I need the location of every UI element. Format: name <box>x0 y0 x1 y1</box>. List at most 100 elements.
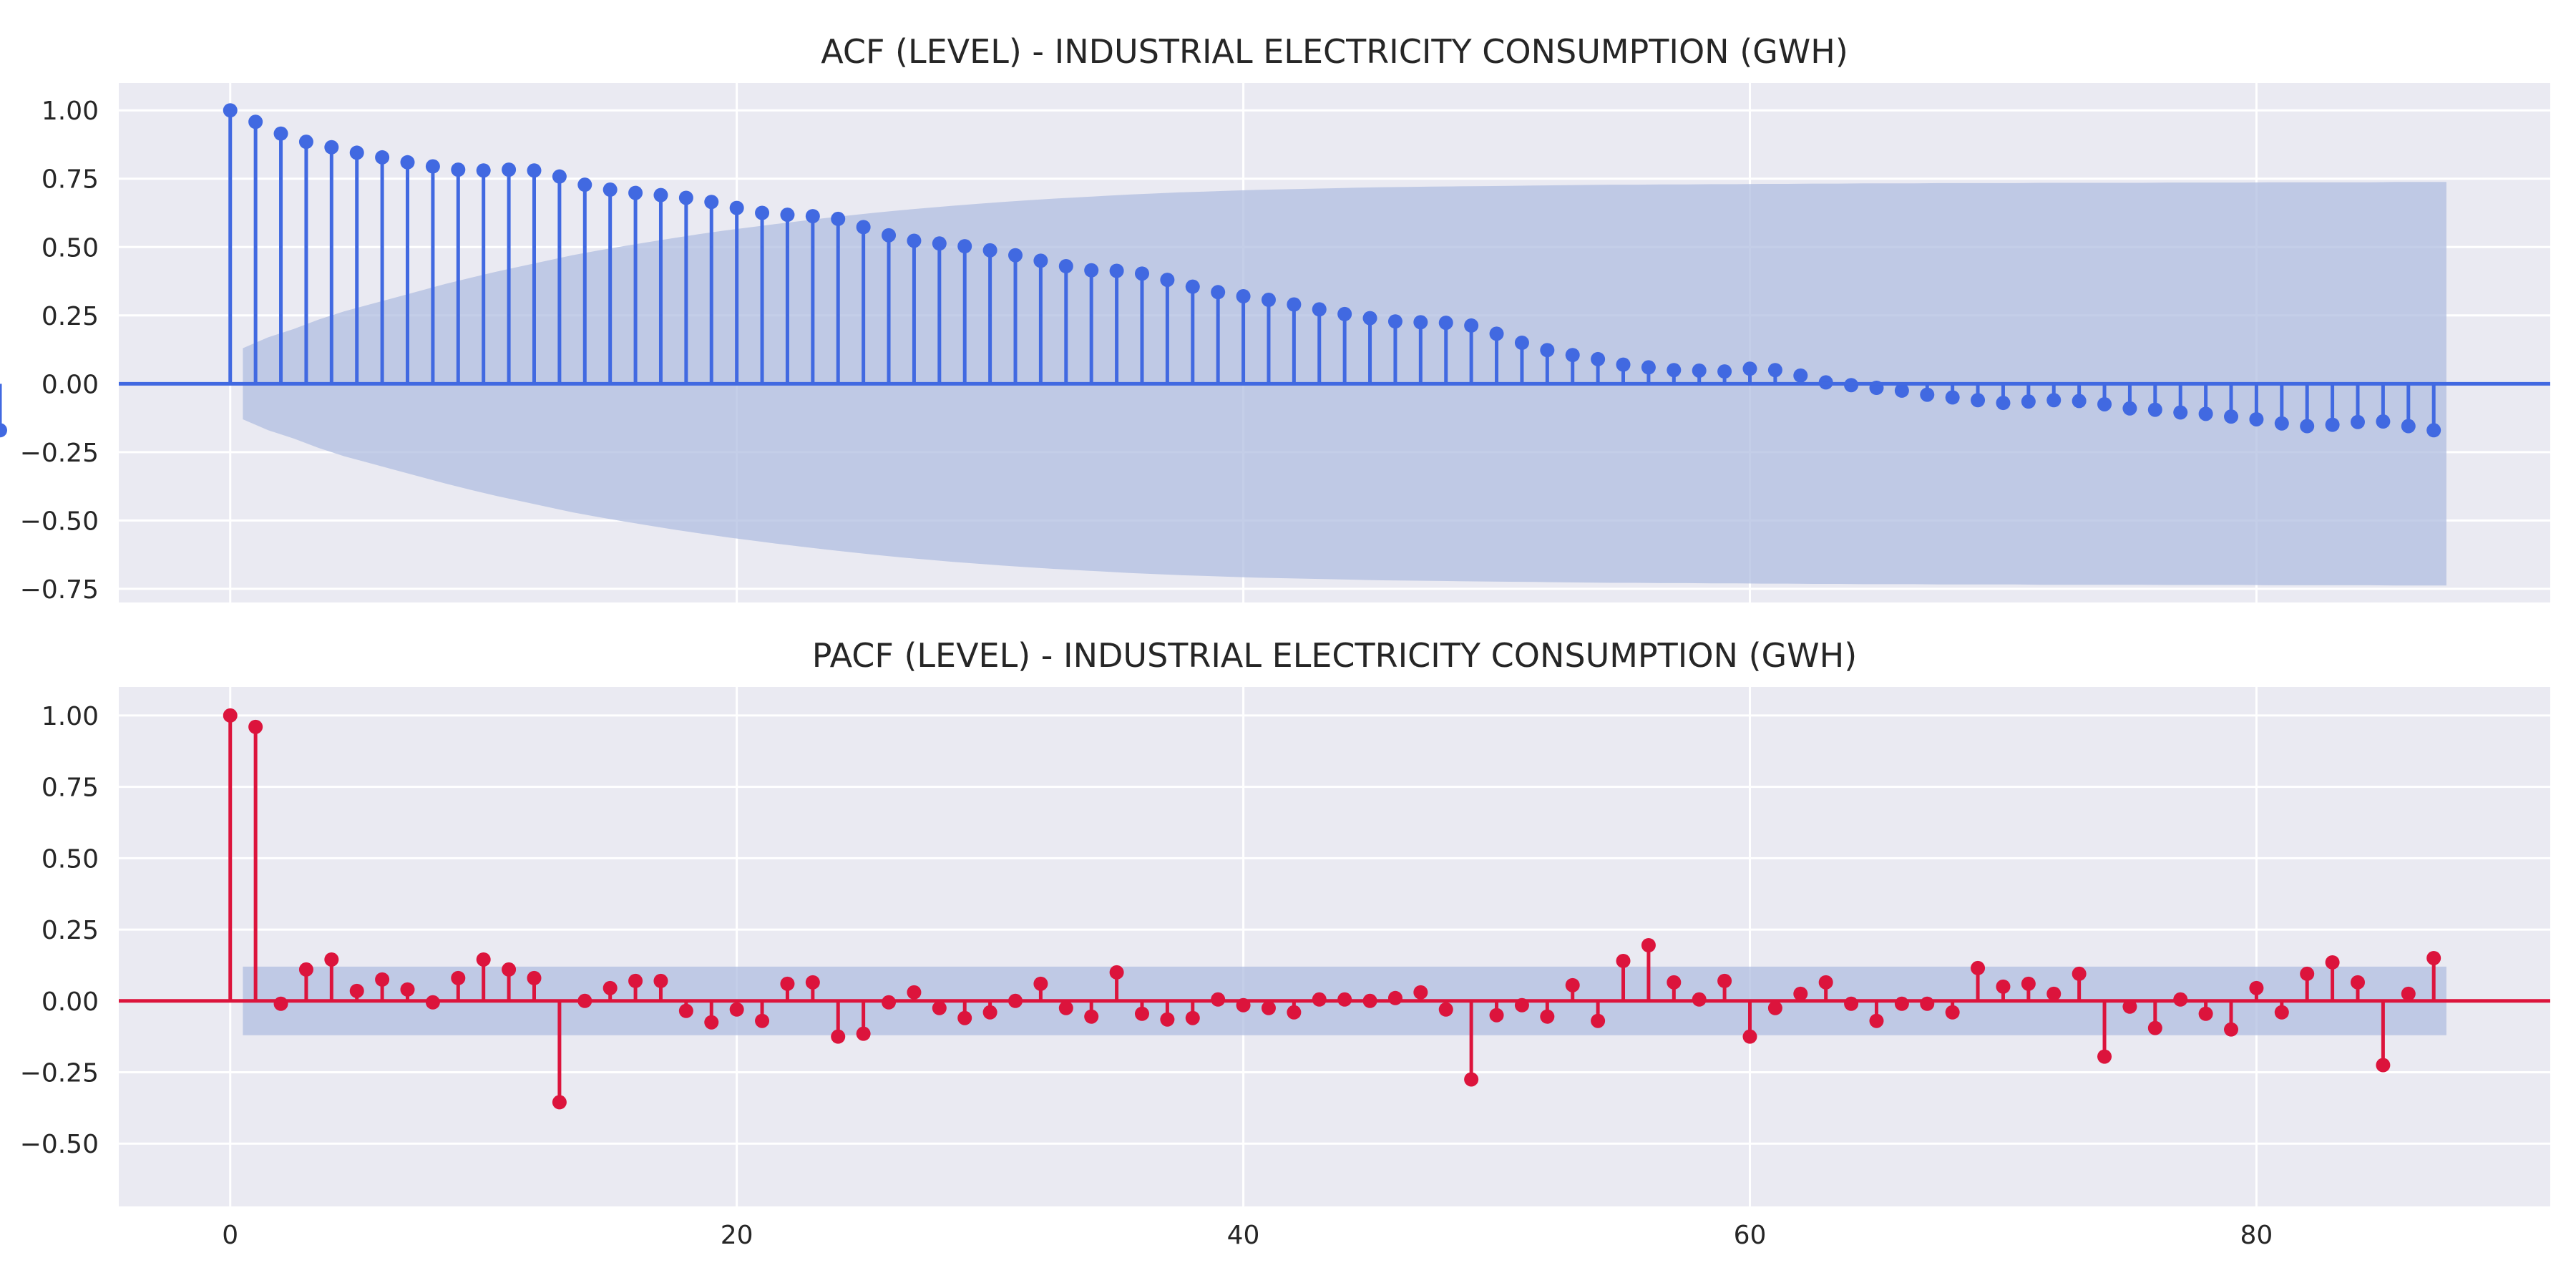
pacf-point <box>2401 986 2416 1001</box>
pacf-x-tick-label: 0 <box>222 1221 238 1250</box>
acf-point <box>1185 279 1200 294</box>
acf-point <box>1464 318 1479 333</box>
pacf-point <box>273 996 288 1011</box>
acf-point <box>729 200 744 215</box>
pacf-point <box>831 1029 846 1044</box>
acf-panel: 1.00 0.75 0.50 0.25 0.00 −0.25 −0.50 −0.75 ACF … <box>0 32 2550 605</box>
pacf-y-tick-label: 1.00 <box>42 702 99 731</box>
pacf-point <box>1818 975 1833 990</box>
pacf-point <box>1742 1029 1757 1044</box>
pacf-point <box>932 1000 947 1015</box>
pacf-point <box>2325 955 2340 970</box>
pacf-point <box>2224 1022 2239 1037</box>
acf-point <box>349 145 364 160</box>
acf-point <box>1287 297 1302 312</box>
pacf-point <box>1134 1006 1149 1021</box>
acf-point <box>2376 414 2391 429</box>
pacf-point <box>1109 965 1124 980</box>
acf-point <box>678 190 693 205</box>
acf-point <box>1514 336 1529 350</box>
acf-point <box>223 103 238 118</box>
pacf-point <box>1591 1013 1606 1028</box>
acf-point <box>1413 315 1428 330</box>
pacf-point <box>1767 1000 1782 1015</box>
pacf-point <box>1489 1008 1504 1023</box>
acf-point <box>831 211 846 226</box>
acf-point <box>502 162 517 177</box>
acf-point <box>1565 348 1580 363</box>
pacf-y-tick-labels: 1.00 0.75 0.50 0.25 0.00 −0.25 −0.50 <box>20 702 99 1159</box>
acf-point <box>1008 248 1023 263</box>
acf-point <box>1058 259 1073 274</box>
acf-point <box>1742 361 1757 376</box>
acf-point <box>2122 401 2137 416</box>
acf-point <box>982 243 997 258</box>
pacf-point <box>907 985 922 1000</box>
pacf-y-tick-label: 0.50 <box>42 844 99 874</box>
pacf-x-tick-label: 40 <box>1227 1221 1260 1250</box>
pacf-point <box>1945 1005 1960 1020</box>
pacf-point <box>298 962 313 977</box>
acf-point <box>2046 393 2062 408</box>
acf-y-tick-label: 1.00 <box>42 97 99 126</box>
pacf-y-tick-label: −0.50 <box>20 1130 99 1159</box>
pacf-point <box>1793 986 1808 1001</box>
acf-point <box>2173 405 2188 420</box>
pacf-point <box>1616 953 1631 968</box>
acf-point <box>527 163 542 178</box>
pacf-point <box>476 952 491 967</box>
pacf-point <box>1920 996 1935 1011</box>
acf-point <box>1160 273 1175 288</box>
acf-y-tick-label: −0.75 <box>20 575 99 605</box>
pacf-point <box>1084 1009 1099 1024</box>
acf-point <box>704 195 719 210</box>
acf-point <box>1945 390 1960 405</box>
pacf-point <box>451 970 466 985</box>
acf-point <box>602 182 618 197</box>
pacf-y-tick-label: 0.25 <box>42 916 99 945</box>
pacf-point <box>1413 985 1428 1000</box>
pacf-point <box>1058 1000 1073 1015</box>
pacf-point <box>2300 966 2315 981</box>
acf-point <box>755 205 770 220</box>
pacf-point <box>1540 1009 1555 1024</box>
acf-point <box>1894 383 1909 398</box>
pacf-point <box>653 973 668 988</box>
pacf-point <box>628 973 643 988</box>
acf-stems <box>0 103 2441 438</box>
pacf-point <box>1160 1012 1175 1027</box>
pacf-plot-area <box>119 687 2550 1206</box>
pacf-point <box>704 1015 719 1030</box>
acf-point <box>1641 360 1656 375</box>
acf-point <box>2224 409 2239 424</box>
acf-point <box>248 114 263 130</box>
pacf-point <box>2376 1058 2391 1073</box>
acf-title: ACF (LEVEL) - INDUSTRIAL ELECTRICITY CON… <box>821 32 1848 71</box>
pacf-point <box>1287 1005 1302 1020</box>
pacf-point <box>1869 1013 1884 1028</box>
acf-point <box>2325 417 2340 432</box>
acf-y-tick-label: 0.50 <box>42 233 99 263</box>
pacf-point <box>324 952 339 967</box>
acf-point <box>1717 364 1732 379</box>
pacf-point <box>2072 966 2087 981</box>
pacf-x-tick-labels: 0 20 40 60 80 <box>222 1221 2273 1250</box>
acf-point <box>1591 351 1606 366</box>
pacf-point <box>780 976 795 991</box>
acf-point <box>577 177 592 192</box>
pacf-x-tick-label: 80 <box>2240 1221 2273 1250</box>
pacf-point <box>1641 938 1656 953</box>
pacf-point <box>805 975 820 990</box>
pacf-point <box>1464 1072 1479 1087</box>
pacf-x-tick-label: 20 <box>721 1221 753 1250</box>
pacf-point <box>1844 996 1859 1011</box>
acf-point <box>780 208 795 223</box>
acf-point <box>2097 396 2112 411</box>
acf-point <box>1996 396 2011 411</box>
acf-point <box>476 163 491 178</box>
acf-point <box>1793 368 1808 383</box>
acf-point <box>2021 394 2036 409</box>
acf-point <box>1971 393 1986 408</box>
acf-point <box>1616 357 1631 372</box>
